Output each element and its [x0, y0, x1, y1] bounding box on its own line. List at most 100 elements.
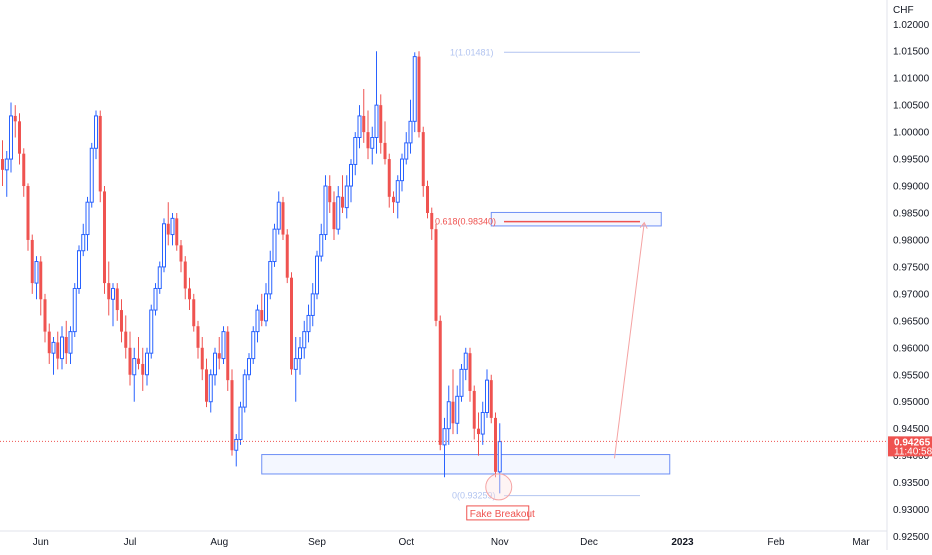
candle-body — [434, 229, 438, 321]
x-tick-label: Aug — [210, 537, 228, 548]
candle-body — [438, 320, 442, 445]
candle-body — [298, 347, 302, 360]
candle-body — [230, 380, 234, 451]
candle-body — [47, 331, 51, 354]
candle-body — [149, 309, 154, 354]
candle-body — [56, 342, 60, 359]
y-tick-label: 0.93000 — [893, 505, 930, 516]
candle-body — [217, 353, 221, 359]
y-tick-label: 0.95000 — [893, 397, 930, 408]
candle-body — [293, 358, 298, 370]
y-tick-label: 0.97000 — [893, 289, 930, 300]
candle-body — [30, 239, 34, 284]
x-tick-label: Sep — [308, 537, 326, 548]
candle-body — [60, 336, 64, 360]
y-tick-label: 0.96500 — [893, 316, 930, 327]
candle-body — [332, 202, 336, 230]
candle-body — [379, 105, 383, 143]
candle-body — [455, 395, 460, 424]
zone-box — [261, 454, 671, 475]
candle-body — [451, 401, 455, 424]
candle-body — [383, 142, 387, 160]
candle-body — [268, 261, 273, 295]
y-tick-label: 0.93500 — [893, 478, 930, 489]
candle-body — [370, 137, 375, 149]
candle-body — [141, 363, 145, 375]
candle-body — [103, 191, 106, 284]
candle-body — [1, 159, 4, 170]
y-tick-label: 1.01500 — [893, 47, 930, 58]
candle-body — [4, 158, 9, 171]
candle-body — [39, 261, 43, 300]
candle-body — [272, 228, 277, 263]
candle-body — [417, 56, 421, 133]
candle-body — [319, 234, 324, 257]
candle-body — [175, 218, 179, 246]
candle-body — [221, 331, 226, 360]
y-tick-label: 1.00500 — [893, 101, 930, 112]
candle-body — [94, 115, 98, 149]
candle-body — [208, 374, 213, 403]
candle-body — [183, 261, 187, 289]
y-tick-label: 1.00000 — [893, 128, 930, 139]
fake-breakout-label: Fake Breakout — [470, 509, 535, 520]
currency-label: CHF — [893, 5, 914, 16]
candle-body — [349, 163, 353, 187]
candles — [1, 51, 502, 494]
fib-lines — [504, 51, 640, 497]
projection-line — [614, 222, 645, 459]
fake-breakout-circle — [485, 473, 513, 501]
candle-body — [336, 196, 341, 230]
candle-body — [374, 104, 379, 138]
candle-body — [13, 115, 17, 122]
candle-body — [264, 293, 268, 322]
x-tick-label: Feb — [767, 537, 785, 548]
x-tick-label: Oct — [398, 537, 414, 548]
candle-body — [497, 441, 502, 473]
countdown-timer: 11:40:58 — [894, 446, 932, 457]
candle-body — [489, 380, 493, 418]
candle-body — [344, 185, 349, 209]
overlays — [614, 221, 648, 459]
price-axis: 1.02000 1.01500 1.01000 1.00500 1.00000 0.995… — [893, 20, 930, 543]
candle-body — [153, 287, 158, 311]
candle-body — [205, 369, 208, 402]
candle-body — [387, 159, 391, 197]
candle-body — [255, 309, 260, 333]
candle-body — [477, 428, 480, 435]
candle-body — [85, 201, 90, 236]
candle-body — [485, 379, 489, 414]
candle-body — [353, 137, 358, 165]
candle-body — [64, 337, 68, 354]
candle-body — [459, 368, 464, 397]
candle-body — [400, 158, 404, 182]
candle-body — [341, 196, 344, 208]
y-tick-label: 0.99500 — [893, 155, 930, 166]
last-price-value: 0.94265 — [894, 437, 931, 448]
candle-body — [281, 202, 285, 235]
candle-body — [77, 250, 81, 289]
candle-body — [328, 186, 332, 203]
candle-body — [276, 201, 281, 230]
candle-body — [494, 417, 497, 472]
x-tick-label: Jun — [33, 537, 49, 548]
time-axis: Jun Jul Aug Sep Oct Nov Dec 2023 Feb Mar — [33, 537, 871, 548]
fib-high-label: 1(1.01481) — [450, 47, 494, 57]
candle-body — [234, 438, 239, 451]
candle-body — [137, 358, 140, 364]
candle-body — [430, 212, 434, 230]
candle-body — [81, 234, 86, 252]
fib-618-label: 0.618(0.98340) — [435, 217, 496, 227]
candle-body — [315, 255, 319, 295]
candle-body — [251, 331, 256, 360]
y-tick-label: 0.98000 — [893, 235, 930, 246]
candle-body — [72, 287, 77, 333]
candle-body — [226, 331, 230, 381]
candle-body — [306, 314, 311, 333]
candle-body — [51, 341, 56, 354]
candle-body — [132, 358, 137, 376]
candle-body — [128, 347, 132, 375]
